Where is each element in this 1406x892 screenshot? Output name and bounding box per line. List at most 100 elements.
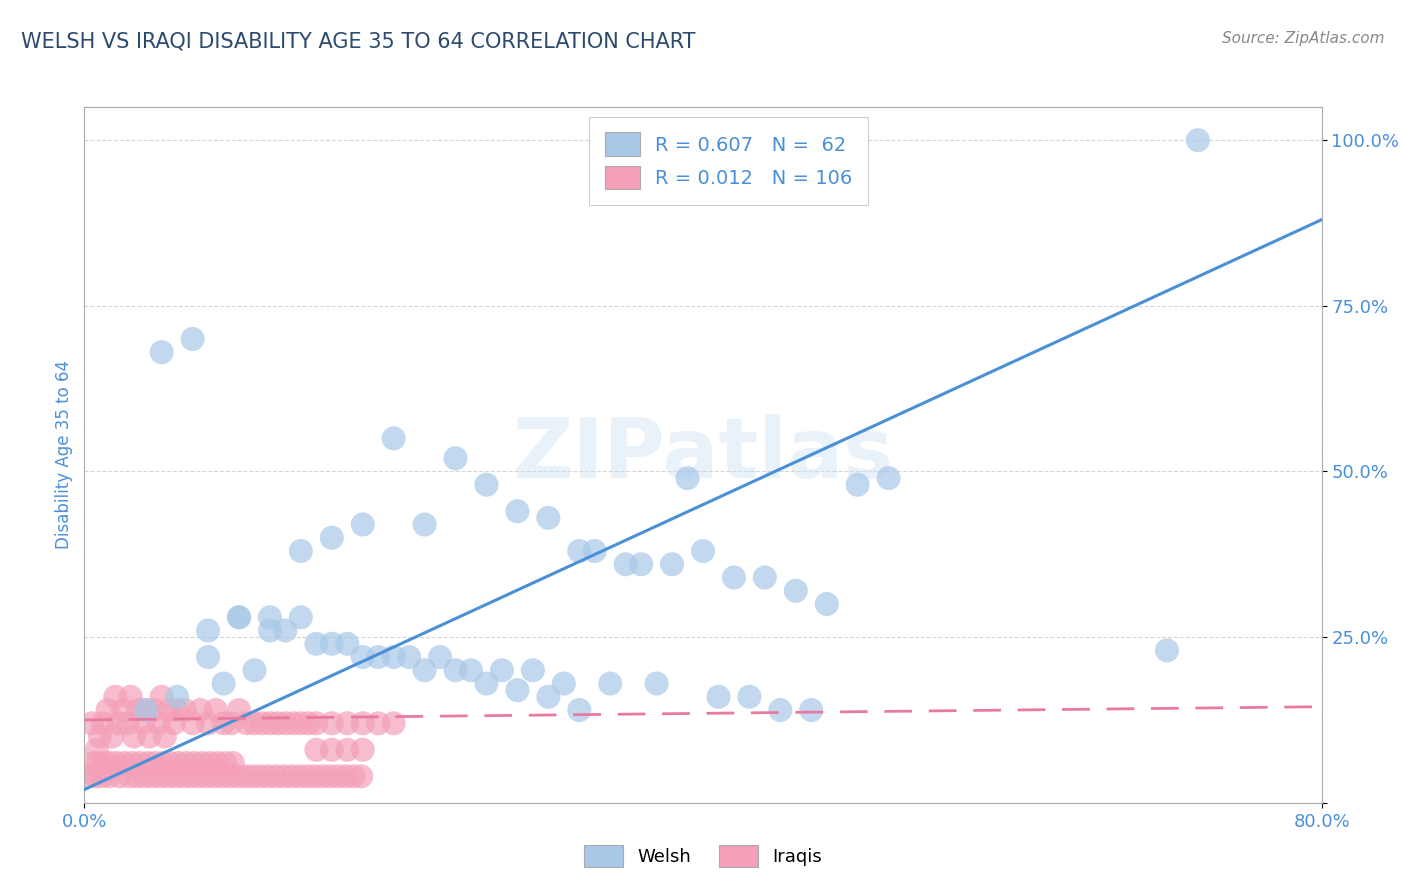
Point [228, 610, 250, 624]
Point [202, 769, 225, 783]
Point [321, 637, 343, 651]
Point [90, 769, 112, 783]
Point [326, 769, 349, 783]
Point [150, 345, 173, 359]
Point [84, 769, 107, 783]
Point [180, 769, 202, 783]
Point [290, 544, 312, 558]
Point [150, 690, 173, 704]
Point [183, 756, 205, 770]
Point [156, 769, 179, 783]
Point [91, 716, 114, 731]
Point [148, 716, 170, 731]
Point [769, 703, 792, 717]
Point [429, 650, 451, 665]
Point [243, 716, 266, 731]
Point [305, 716, 328, 731]
Point [104, 690, 127, 704]
Point [352, 743, 374, 757]
Point [118, 769, 141, 783]
Point [159, 703, 180, 717]
Point [444, 451, 467, 466]
Point [197, 716, 219, 731]
Point [259, 624, 281, 638]
Point [195, 769, 218, 783]
Text: WELSH VS IRAQI DISABILITY AGE 35 TO 64 CORRELATION CHART: WELSH VS IRAQI DISABILITY AGE 35 TO 64 C… [21, 31, 696, 51]
Point [153, 730, 176, 744]
Point [352, 517, 374, 532]
Point [352, 650, 374, 665]
Text: Source: ZipAtlas.com: Source: ZipAtlas.com [1222, 31, 1385, 46]
Point [197, 650, 219, 665]
Point [96, 703, 118, 717]
Point [211, 769, 233, 783]
Point [506, 504, 529, 518]
Point [136, 756, 159, 770]
Point [112, 703, 135, 717]
Point [506, 683, 529, 698]
Point [235, 716, 259, 731]
Point [290, 716, 312, 731]
Point [222, 756, 245, 770]
Point [250, 716, 273, 731]
Point [135, 703, 157, 717]
Point [290, 610, 312, 624]
Point [166, 703, 188, 717]
Point [321, 531, 343, 545]
Point [274, 716, 297, 731]
Point [121, 756, 143, 770]
Point [132, 716, 155, 731]
Point [264, 769, 287, 783]
Point [152, 756, 174, 770]
Point [336, 716, 359, 731]
Point [83, 756, 105, 770]
Point [141, 769, 163, 783]
Point [305, 743, 328, 757]
Y-axis label: Disability Age 35 to 64: Disability Age 35 to 64 [55, 360, 73, 549]
Point [107, 716, 129, 731]
Point [398, 650, 420, 665]
Point [785, 583, 807, 598]
Point [707, 690, 730, 704]
Point [77, 769, 100, 783]
Point [219, 716, 242, 731]
Point [122, 730, 145, 744]
Point [367, 716, 389, 731]
Point [754, 570, 776, 584]
Point [120, 690, 142, 704]
Point [382, 716, 405, 731]
Point [382, 431, 405, 445]
Point [304, 769, 326, 783]
Point [166, 690, 188, 704]
Point [87, 756, 110, 770]
Point [1187, 133, 1209, 147]
Point [228, 703, 250, 717]
Point [212, 676, 235, 690]
Point [135, 703, 157, 717]
Point [134, 769, 156, 783]
Point [295, 769, 318, 783]
Point [160, 756, 183, 770]
Point [280, 769, 302, 783]
Point [117, 716, 139, 731]
Point [242, 769, 264, 783]
Point [105, 756, 128, 770]
Point [143, 703, 166, 717]
Point [129, 756, 152, 770]
Point [599, 676, 621, 690]
Point [233, 769, 256, 783]
Point [692, 544, 714, 558]
Point [89, 730, 111, 744]
Point [181, 716, 204, 731]
Point [475, 477, 498, 491]
Point [198, 756, 221, 770]
Point [101, 730, 124, 744]
Point [125, 769, 148, 783]
Point [614, 558, 637, 572]
Point [138, 730, 160, 744]
Point [249, 769, 271, 783]
Point [537, 690, 560, 704]
Point [281, 716, 305, 731]
Point [413, 517, 436, 532]
Point [568, 703, 591, 717]
